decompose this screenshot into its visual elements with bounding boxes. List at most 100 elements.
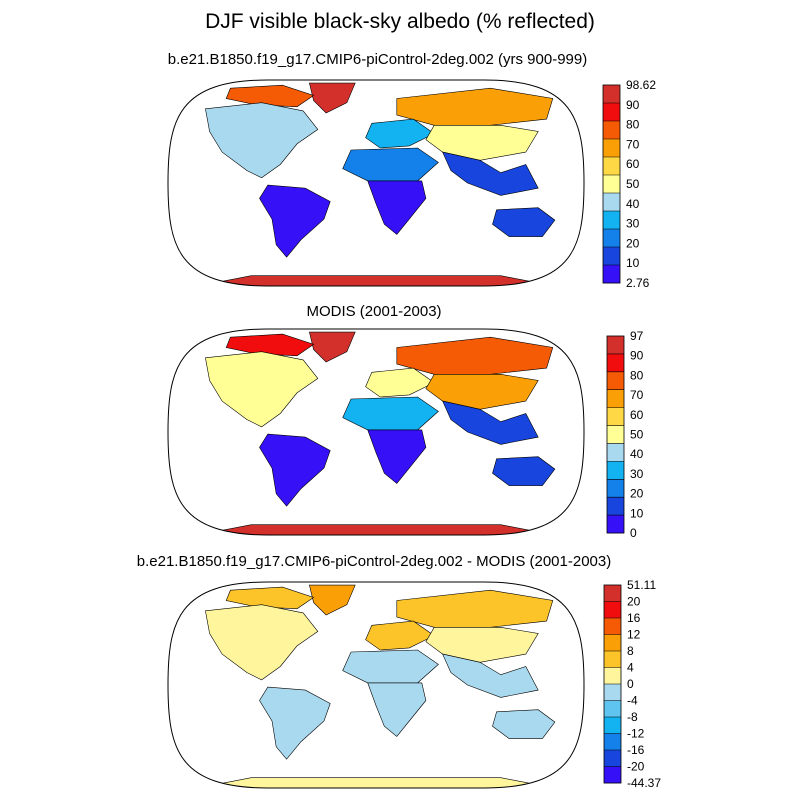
panel-2-region-africa-south	[367, 429, 427, 484]
panel-2-colorbar-label: 30	[630, 467, 644, 481]
panel-3-colorbar-label: 12	[627, 628, 641, 642]
panel-3-region-south-asia	[442, 653, 539, 698]
panel-1-colorbar-swatch	[603, 85, 620, 104]
panel-2-region-south-asia	[442, 400, 539, 445]
panel-2-region-australia	[492, 456, 556, 486]
panel-2-region-arctic-canada	[225, 333, 315, 357]
panel-2-region-south-america	[259, 433, 331, 507]
panel-1-colorbar-label: 70	[626, 137, 640, 151]
panel-1-colorbar-label: 40	[626, 197, 640, 211]
panel-2-colorbar-label: 97	[630, 329, 644, 343]
panel-1-colorbar-label: 98.62	[626, 78, 656, 92]
panel-1-colorbar-label: 60	[626, 157, 640, 171]
panel-3-colorbar-label: 0	[627, 677, 634, 691]
panel-2-region-antarctica	[213, 524, 539, 535]
panel-2-colorbar-swatch	[607, 515, 624, 534]
panel-3-colorbar-label: 20	[627, 595, 641, 609]
panel-2-region-central-asia	[425, 374, 539, 410]
panel-1-colorbar-label: 10	[626, 256, 640, 270]
panel-1-colorbar-label: 80	[626, 118, 640, 132]
panel-3-region-siberia	[396, 589, 554, 628]
panel-3-colorbar-label: 16	[627, 611, 641, 625]
panel-1-region-africa-south	[367, 180, 427, 235]
panel-2-colorbar-label: 0	[630, 526, 637, 540]
panel-2-region-greenland	[309, 331, 356, 363]
panel-3-colorbar-label: 51.11	[627, 578, 656, 592]
panel-2-colorbar-swatch	[607, 371, 624, 391]
panel-2-colorbar-swatch	[607, 443, 624, 462]
panel-3-region-arctic-canada	[225, 586, 315, 610]
panel-2-colorbar-swatch	[607, 389, 624, 408]
panel-3-colorbar-swatch	[604, 700, 621, 718]
panel-3-colorbar-swatch	[604, 733, 621, 751]
panel-1-region-siberia	[396, 87, 554, 126]
panel-2-map	[167, 328, 585, 536]
panel-1-colorbar-swatch	[603, 193, 620, 212]
panel-1-colorbar-label: 20	[626, 236, 640, 250]
panel-3-colorbar-swatch	[604, 684, 621, 701]
panel-2-region-europe	[365, 367, 435, 398]
panel-1-region-north-america	[205, 102, 319, 179]
panel-3-colorbar-swatch	[604, 717, 621, 734]
panel-3-map	[167, 581, 585, 789]
panel-3-colorbar-swatch	[604, 601, 621, 619]
panel-3-region-greenland	[309, 584, 356, 616]
panel-1-colorbar-swatch	[603, 247, 620, 266]
panel-1-region-greenland	[309, 82, 356, 114]
panel-3-colorbar-label: -44.37	[627, 776, 661, 790]
panel-2-colorbar-swatch	[607, 497, 624, 516]
panel-2-colorbar-label: 60	[630, 408, 644, 422]
panel-1-colorbar-swatch	[603, 211, 620, 230]
panel-2-subtitle: MODIS (2001-2003)	[306, 303, 442, 320]
panel-3-region-north-america	[205, 604, 319, 681]
panel-1-colorbar-swatch	[603, 265, 620, 284]
panel-1-region-sahara	[342, 147, 439, 182]
panel-1-region-australia	[492, 207, 556, 237]
panel-3-colorbar-label: -12	[627, 727, 645, 741]
panel-2-map-border	[167, 328, 585, 536]
panel-1-colorbar-swatch	[603, 229, 620, 248]
panel-3-colorbar-swatch	[604, 585, 621, 602]
panel-1-map	[167, 79, 585, 287]
panel-1-region-south-asia	[442, 151, 539, 196]
panel-3-colorbar-swatch	[604, 634, 621, 652]
panel-3-region-europe	[365, 620, 435, 651]
panel-2-colorbar-label: 90	[630, 349, 644, 363]
panel-3-region-antarctica	[213, 777, 539, 788]
panel-3-region-sahara	[342, 649, 439, 684]
panel-1-colorbar: 98.62 90 80 70 60 50 40 30 20 10 2.76	[602, 78, 656, 290]
panel-1-colorbar-swatch	[603, 157, 620, 176]
panel-1-subtitle: b.e21.B1850.f19_g17.CMIP6-piControl-2deg…	[167, 51, 588, 68]
panel-1-colorbar-label: 30	[626, 217, 640, 231]
panel-3-colorbar-label: -16	[627, 743, 645, 757]
panel-3-colorbar-label: 4	[627, 661, 634, 675]
panel-1-colorbar-label: 2.76	[626, 276, 650, 290]
panel-2-colorbar: 97 90 80 70 60 50 40 30 20 10 0	[606, 329, 644, 540]
panel-2-colorbar-label: 20	[630, 487, 644, 501]
panel-1-colorbar-swatch	[603, 121, 620, 140]
panel-2-colorbar-swatch	[607, 479, 624, 498]
panel-3-region-central-asia	[425, 627, 539, 663]
panel-1-colorbar-swatch	[603, 175, 620, 194]
panel-3-colorbar-swatch	[604, 651, 621, 668]
panel-2-colorbar-label: 50	[630, 428, 644, 442]
panel-2-colorbar-swatch	[607, 407, 624, 426]
panel-1-region-south-america	[259, 184, 331, 258]
figure-title: DJF visible black-sky albedo (% reflecte…	[205, 10, 595, 33]
panel-3-colorbar-label: -4	[627, 694, 638, 708]
panel-3-colorbar-swatch	[604, 750, 621, 767]
panel-2-colorbar-swatch	[607, 425, 624, 444]
panel-1-colorbar-swatch	[603, 139, 620, 158]
panel-2-colorbar-label: 80	[630, 368, 644, 382]
panel-1-region-central-asia	[425, 125, 539, 161]
panel-3-colorbar-swatch	[604, 766, 621, 784]
panel-3-colorbar-label: -8	[627, 710, 638, 724]
panel-2-region-sahara	[342, 396, 439, 431]
panel-1-region-antarctica	[213, 275, 539, 286]
panel-3-colorbar-label: -20	[627, 760, 645, 774]
panel-3-colorbar-swatch	[604, 667, 621, 685]
panel-1-colorbar-swatch	[603, 103, 620, 122]
panel-3-region-africa-south	[367, 682, 427, 737]
panel-2-colorbar-label: 40	[630, 447, 644, 461]
